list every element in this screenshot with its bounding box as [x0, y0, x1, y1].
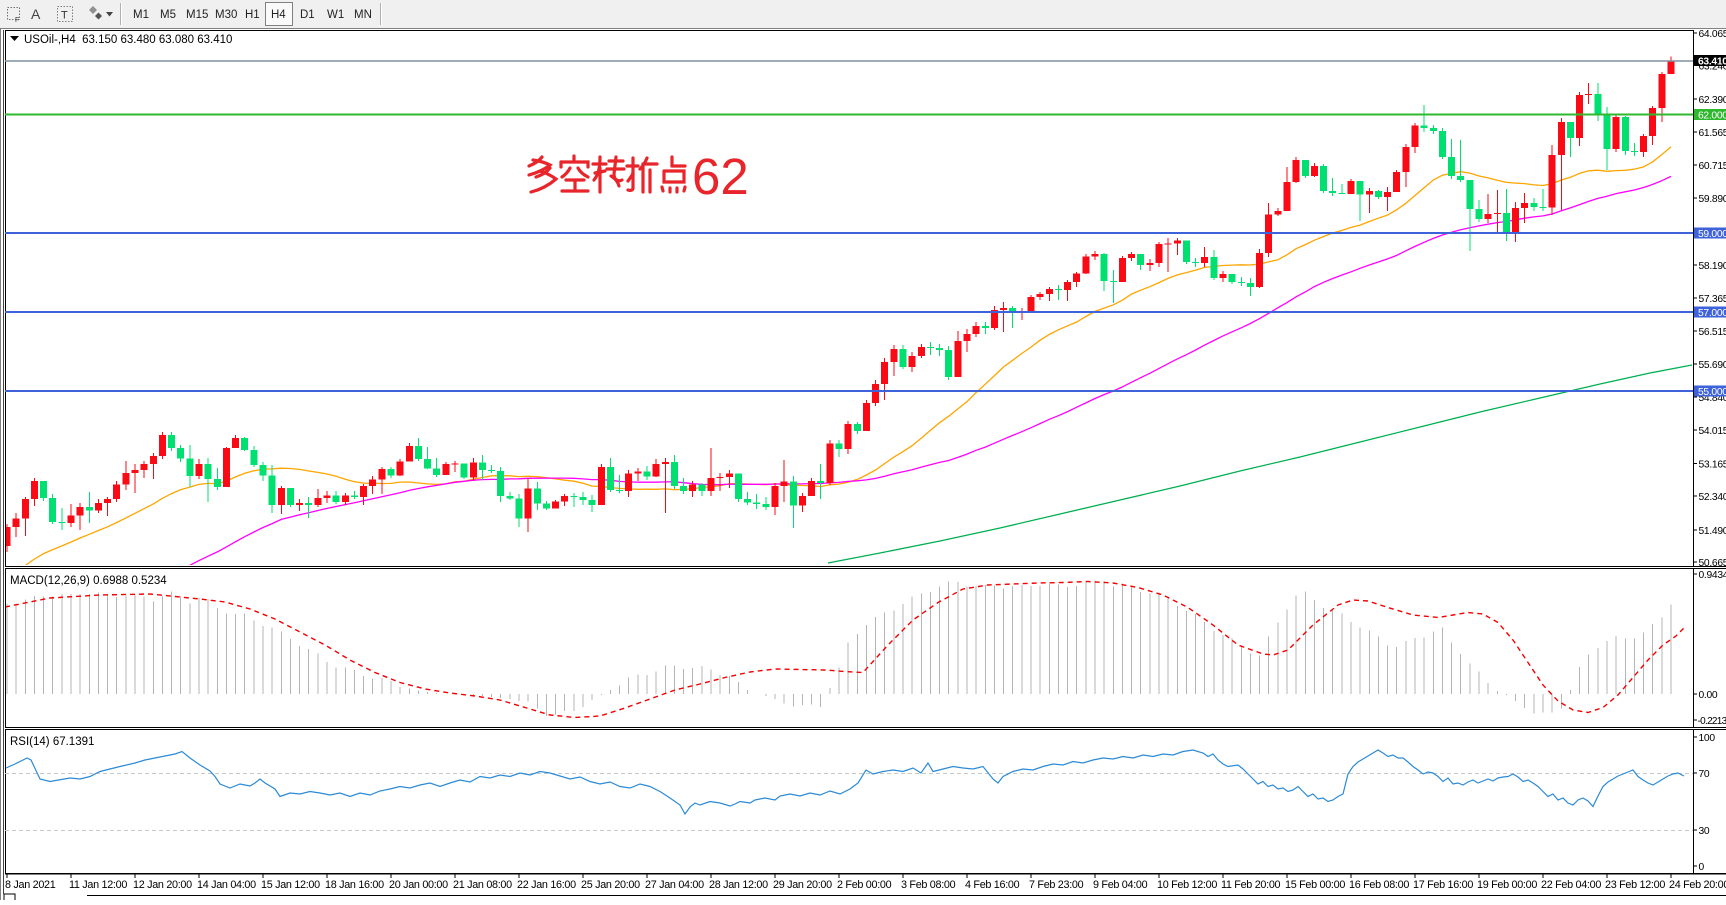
svg-text:A: A [31, 6, 41, 22]
svg-text:20 Jan 00:00: 20 Jan 00:00 [389, 879, 448, 891]
svg-text:11 Feb 20:00: 11 Feb 20:00 [1221, 879, 1281, 891]
svg-text:61.565: 61.565 [1699, 128, 1726, 139]
svg-text:23 Feb 12:00: 23 Feb 12:00 [1605, 879, 1665, 891]
svg-text:F: F [15, 17, 19, 24]
svg-text:H1: H1 [245, 9, 260, 21]
svg-text:70: 70 [1699, 769, 1710, 780]
svg-text:0.9434: 0.9434 [1699, 570, 1726, 581]
svg-text:T: T [61, 10, 68, 22]
svg-text:64.065: 64.065 [1699, 29, 1726, 40]
svg-text:M30: M30 [215, 9, 237, 21]
svg-text:15 Jan 12:00: 15 Jan 12:00 [261, 879, 320, 891]
svg-text:W1: W1 [327, 9, 344, 21]
svg-text:M15: M15 [186, 9, 208, 21]
svg-text:11 Jan 12:00: 11 Jan 12:00 [69, 879, 127, 891]
svg-text:55.000: 55.000 [1698, 387, 1726, 398]
svg-text:29 Jan 20:00: 29 Jan 20:00 [773, 879, 832, 891]
svg-text:USOil-,H4 63.150 63.480 63.08: USOil-,H4 63.150 63.480 63.080 63.410 [24, 34, 232, 46]
svg-text:57.365: 57.365 [1699, 294, 1726, 305]
svg-text:57.000: 57.000 [1698, 308, 1726, 319]
svg-text:0: 0 [1699, 862, 1705, 873]
svg-text:-0.2213: -0.2213 [1698, 716, 1726, 727]
svg-text:RSI(14) 67.1391: RSI(14) 67.1391 [10, 736, 94, 748]
svg-text:18 Jan 16:00: 18 Jan 16:00 [325, 879, 384, 891]
svg-text:14 Jan 04:00: 14 Jan 04:00 [197, 879, 256, 891]
svg-text:58.190: 58.190 [1699, 261, 1726, 272]
svg-text:59.000: 59.000 [1698, 229, 1726, 240]
svg-text:25 Jan 20:00: 25 Jan 20:00 [581, 879, 640, 891]
svg-text:M5: M5 [160, 9, 176, 21]
svg-text:56.515: 56.515 [1699, 327, 1726, 338]
svg-text:12 Jan 20:00: 12 Jan 20:00 [133, 879, 192, 891]
svg-text:62: 62 [692, 148, 749, 205]
svg-text:27 Jan 04:00: 27 Jan 04:00 [645, 879, 704, 891]
svg-text:54.015: 54.015 [1699, 426, 1726, 437]
svg-text:H4: H4 [271, 9, 286, 21]
svg-text:16 Feb 08:00: 16 Feb 08:00 [1349, 879, 1409, 891]
svg-text:62.390: 62.390 [1699, 95, 1726, 106]
svg-text:15 Feb 00:00: 15 Feb 00:00 [1285, 879, 1345, 891]
svg-text:30: 30 [1699, 826, 1710, 837]
svg-text:55.690: 55.690 [1699, 360, 1726, 371]
svg-text:22 Feb 04:00: 22 Feb 04:00 [1541, 879, 1601, 891]
svg-text:22 Jan 16:00: 22 Jan 16:00 [517, 879, 576, 891]
svg-text:62.000: 62.000 [1698, 111, 1726, 122]
svg-text:M1: M1 [133, 9, 149, 21]
svg-text:28 Jan 12:00: 28 Jan 12:00 [709, 879, 768, 891]
svg-text:19 Feb 00:00: 19 Feb 00:00 [1477, 879, 1537, 891]
svg-text:2 Feb 00:00: 2 Feb 00:00 [837, 879, 892, 891]
svg-text:24 Feb 20:00: 24 Feb 20:00 [1669, 879, 1726, 891]
svg-text:9 Feb 04:00: 9 Feb 04:00 [1093, 879, 1148, 891]
svg-text:52.340: 52.340 [1699, 492, 1726, 503]
svg-text:51.490: 51.490 [1699, 526, 1726, 537]
svg-text:7 Feb 23:00: 7 Feb 23:00 [1029, 879, 1084, 891]
svg-text:MACD(12,26,9) 0.6988 0.5234: MACD(12,26,9) 0.6988 0.5234 [10, 575, 167, 587]
svg-text:21 Jan 08:00: 21 Jan 08:00 [453, 879, 512, 891]
svg-text:3 Feb 08:00: 3 Feb 08:00 [901, 879, 956, 891]
svg-text:8 Jan 2021: 8 Jan 2021 [5, 879, 56, 891]
svg-text:100: 100 [1699, 733, 1716, 744]
svg-text:10 Feb 12:00: 10 Feb 12:00 [1157, 879, 1217, 891]
svg-text:59.890: 59.890 [1699, 194, 1726, 205]
svg-text:0.00: 0.00 [1699, 690, 1718, 701]
svg-text:D1: D1 [300, 9, 315, 21]
svg-text:63.410: 63.410 [1698, 57, 1726, 68]
svg-text:4 Feb 16:00: 4 Feb 16:00 [965, 879, 1020, 891]
svg-text:53.165: 53.165 [1699, 460, 1726, 471]
svg-text:MN: MN [354, 9, 372, 21]
svg-text:60.715: 60.715 [1699, 161, 1726, 172]
svg-text:50.665: 50.665 [1699, 558, 1726, 569]
svg-text:17 Feb 16:00: 17 Feb 16:00 [1413, 879, 1473, 891]
